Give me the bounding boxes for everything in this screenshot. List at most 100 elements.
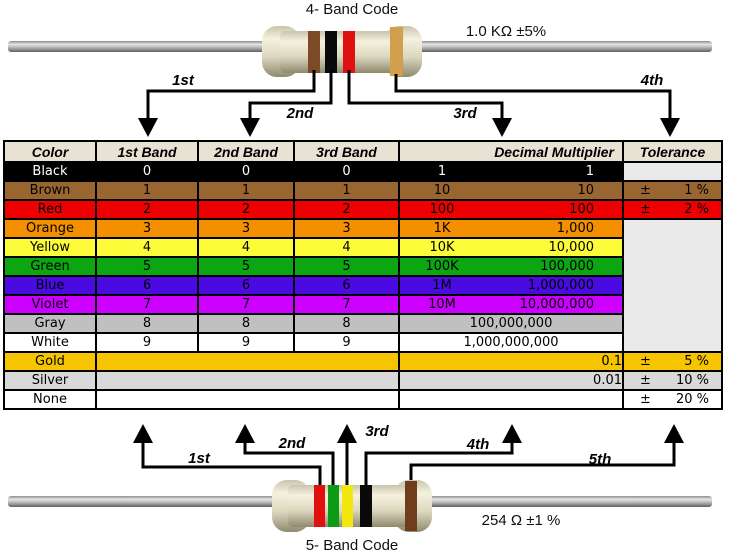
band3-cell: 2	[293, 199, 400, 220]
table-row: Gray 8 8 8 100,000,000	[3, 313, 722, 334]
band3-cell: 9	[293, 332, 400, 353]
four-band-title: 4- Band Code	[305, 1, 399, 18]
multiplier-cell	[398, 389, 624, 410]
table-row: Orange 3 3 3 1K 1,000	[3, 218, 723, 353]
multiplier-short: 1	[437, 164, 447, 179]
band3-cell: 0	[293, 161, 400, 182]
band2-cell: 2	[197, 199, 295, 220]
color-code-table: Color 1st Band 2nd Band 3rd Band Decimal Mul…	[3, 140, 723, 410]
resistor-band	[405, 481, 417, 531]
band3-cell: 3	[293, 218, 400, 239]
arrow-line-2nd	[243, 442, 335, 486]
resistor-band	[325, 31, 337, 73]
resistor-band	[328, 485, 339, 527]
multiplier-cell: 0.1	[398, 351, 624, 372]
multiplier-cell: 0.01	[398, 370, 624, 391]
table-row: Brown 1 1 1 10 10 ±1 %	[3, 180, 723, 201]
band1-cell: 4	[95, 237, 199, 258]
tolerance-cell: ±1 %	[622, 180, 723, 201]
multiplier-long: 100	[569, 202, 594, 217]
color-name-cell: Blue	[3, 275, 97, 296]
multiplier-value: 0.01	[593, 373, 622, 388]
multiplier-cell: 1M 1,000,000	[398, 275, 624, 296]
band1-cell: 8	[95, 313, 199, 334]
table-row: Green 5 5 5 100K 100,000	[3, 256, 722, 277]
table-row: None ±20 %	[3, 389, 723, 410]
multiplier-cell: 10K 10,000	[398, 237, 624, 258]
resistor-band	[314, 485, 325, 527]
color-name-cell: None	[3, 389, 97, 410]
color-name-cell: Silver	[3, 370, 97, 391]
band1-cell: 3	[95, 218, 199, 239]
resistor-band	[342, 485, 353, 527]
band3-cell: 4	[293, 237, 400, 258]
band1-cell: 2	[95, 199, 199, 220]
table-row: White 9 9 9 1,000,000,000	[3, 332, 722, 353]
color-name-cell: Gray	[3, 313, 97, 334]
band3-cell: 1	[293, 180, 400, 201]
arrow-line-4th	[394, 74, 672, 119]
band2-cell: 3	[197, 218, 295, 239]
arrowhead	[660, 118, 680, 137]
tolerance-cell: ±5 %	[622, 351, 723, 372]
band2-cell: 7	[197, 294, 295, 315]
color-name-cell: Orange	[3, 218, 97, 239]
resistor-body	[280, 31, 404, 73]
column-header: 3rd Band	[293, 140, 400, 163]
band-span-cell	[95, 389, 400, 410]
four-band-value: 1.0 KΩ ±5%	[465, 23, 547, 40]
arrow-line-4th	[364, 442, 514, 486]
five-band-resistor	[8, 480, 712, 532]
plus-minus-sign: ±	[640, 392, 651, 407]
band1-cell: 9	[95, 332, 199, 353]
bottom-arrow-label-3rd: 3rd	[365, 423, 389, 440]
band-span-cell	[95, 351, 400, 372]
table-row: Yellow 4 4 4 10K 10,000	[3, 237, 722, 258]
bottom-arrowheads	[133, 424, 684, 443]
band3-cell: 7	[293, 294, 400, 315]
arrowhead	[235, 424, 255, 443]
table-row: Red 2 2 2 100 100 ±2 %	[3, 199, 723, 220]
arrowhead	[492, 118, 512, 137]
multiplier-cell: 100K 100,000	[398, 256, 624, 277]
column-header: Tolerance	[622, 140, 723, 163]
column-header: 2nd Band	[197, 140, 295, 163]
band1-cell: 5	[95, 256, 199, 277]
arrow-line-2nd	[248, 70, 333, 119]
band2-cell: 8	[197, 313, 295, 334]
plus-minus-sign: ±	[640, 354, 651, 369]
table-row: Silver 0.01 ±10 %	[3, 370, 723, 391]
band1-cell: 7	[95, 294, 199, 315]
multiplier-value: 0.1	[601, 354, 622, 369]
four-band-resistor	[8, 26, 712, 77]
bottom-arrow-label-1st: 1st	[188, 450, 210, 467]
multiplier-short: 10M	[428, 297, 456, 312]
tolerance-cell: ±20 %	[622, 389, 723, 410]
multiplier-long: 10	[577, 183, 594, 198]
arrowhead	[138, 118, 158, 137]
color-name-cell: Violet	[3, 294, 97, 315]
multiplier-long: 10,000	[548, 240, 595, 255]
top-arrow-label-2nd: 2nd	[286, 105, 314, 122]
band3-cell: 5	[293, 256, 400, 277]
tolerance-value: 5 %	[684, 354, 709, 369]
five-band-value: 254 Ω ±1 %	[481, 512, 561, 529]
arrowhead	[502, 424, 522, 443]
multiplier-value: 1,000,000,000	[463, 335, 559, 350]
color-name-cell: Green	[3, 256, 97, 277]
resistor-band	[308, 31, 320, 73]
multiplier-short: 100K	[425, 259, 459, 274]
arrow-line-1st	[146, 70, 316, 119]
multiplier-long: 10,000,000	[519, 297, 594, 312]
arrowhead	[240, 118, 260, 137]
arrowhead	[664, 424, 684, 443]
resistor-band	[343, 31, 355, 73]
color-name-cell: Brown	[3, 180, 97, 201]
table-row: Blue 6 6 6 1M 1,000,000	[3, 275, 722, 296]
plus-minus-sign: ±	[640, 183, 651, 198]
column-header: 1st Band	[95, 140, 199, 163]
multiplier-cell: 100 100	[398, 199, 624, 220]
multiplier-short: 1K	[433, 221, 451, 236]
multiplier-cell: 10 10	[398, 180, 624, 201]
